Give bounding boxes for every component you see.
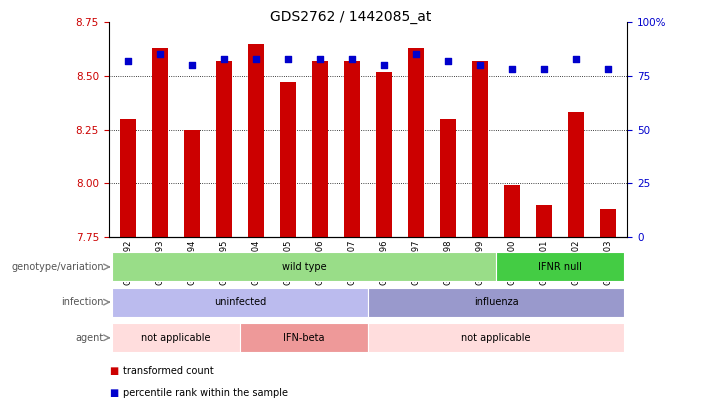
- Bar: [504, 185, 520, 237]
- Text: not applicable: not applicable: [141, 333, 210, 343]
- Point: [122, 58, 133, 64]
- Bar: [312, 61, 328, 237]
- Text: influenza: influenza: [474, 297, 519, 307]
- Text: ■: ■: [109, 366, 118, 375]
- Point: [314, 55, 325, 62]
- Text: IFNR null: IFNR null: [538, 262, 582, 272]
- Point: [507, 66, 518, 73]
- Text: IFN-beta: IFN-beta: [283, 333, 325, 343]
- Bar: [600, 209, 616, 237]
- Text: percentile rank within the sample: percentile rank within the sample: [123, 388, 287, 398]
- Bar: [120, 119, 136, 237]
- Bar: [216, 61, 232, 237]
- Text: agent: agent: [76, 333, 104, 343]
- Text: not applicable: not applicable: [461, 333, 531, 343]
- Bar: [408, 48, 424, 237]
- Point: [283, 55, 294, 62]
- Point: [379, 62, 390, 68]
- Text: infection: infection: [61, 297, 104, 307]
- Point: [475, 62, 486, 68]
- Text: genotype/variation: genotype/variation: [11, 262, 104, 272]
- Bar: [472, 61, 488, 237]
- Text: GDS2762 / 1442085_at: GDS2762 / 1442085_at: [270, 10, 431, 24]
- Point: [154, 51, 165, 58]
- Point: [218, 55, 229, 62]
- Text: uninfected: uninfected: [214, 297, 266, 307]
- Point: [186, 62, 198, 68]
- Point: [571, 55, 582, 62]
- Point: [603, 66, 614, 73]
- Point: [538, 66, 550, 73]
- Bar: [376, 72, 392, 237]
- Text: ■: ■: [109, 388, 118, 398]
- Text: wild type: wild type: [282, 262, 326, 272]
- Bar: [536, 205, 552, 237]
- Point: [442, 58, 454, 64]
- Bar: [568, 113, 584, 237]
- Bar: [344, 61, 360, 237]
- Bar: [280, 82, 296, 237]
- Bar: [248, 44, 264, 237]
- Text: transformed count: transformed count: [123, 366, 213, 375]
- Point: [250, 55, 261, 62]
- Point: [411, 51, 422, 58]
- Bar: [440, 119, 456, 237]
- Bar: [152, 48, 168, 237]
- Point: [346, 55, 358, 62]
- Bar: [184, 130, 200, 237]
